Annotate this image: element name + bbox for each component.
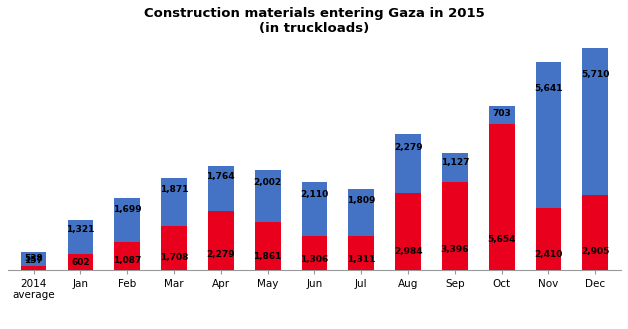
Bar [21,252,46,266]
Text: 1,809: 1,809 [347,196,376,205]
Bar [114,198,140,242]
Bar [67,254,93,270]
Text: 5,654: 5,654 [487,235,516,243]
Text: 2,110: 2,110 [300,190,328,199]
Text: 5,641: 5,641 [534,84,563,93]
Bar [442,182,468,270]
Bar [301,236,327,270]
Title: Construction materials entering Gaza in 2015
(in truckloads): Construction materials entering Gaza in … [144,7,485,35]
Bar [255,222,281,270]
Text: 703: 703 [492,109,511,118]
Bar [301,182,327,236]
Bar [208,211,234,270]
Text: 2,279: 2,279 [394,143,423,152]
Bar [395,134,421,193]
Bar [349,190,374,236]
Text: 3,396: 3,396 [441,245,469,254]
Text: 1,127: 1,127 [441,158,469,166]
Text: 1,871: 1,871 [160,185,188,194]
Text: 1,699: 1,699 [113,205,141,214]
Bar [442,153,468,182]
Text: 1,764: 1,764 [207,172,235,181]
Bar [582,195,608,270]
Text: 2,984: 2,984 [394,247,423,256]
Text: 602: 602 [71,258,90,267]
Bar [21,266,46,270]
Bar [395,193,421,270]
Bar [208,165,234,211]
Text: 2,279: 2,279 [207,250,235,259]
Text: 1,311: 1,311 [347,255,376,264]
Text: 1,861: 1,861 [254,252,282,261]
Text: 2,410: 2,410 [534,250,563,259]
Text: 5,710: 5,710 [581,70,610,79]
Text: 2,905: 2,905 [581,247,610,256]
Bar [67,220,93,254]
Text: 1,708: 1,708 [160,253,188,262]
Text: 2,002: 2,002 [254,178,282,187]
Bar [582,48,608,195]
Text: 1,306: 1,306 [300,255,328,264]
Bar [489,124,514,270]
Text: 538: 538 [24,254,43,263]
Text: 1,321: 1,321 [66,225,95,234]
Text: 1,087: 1,087 [113,256,141,265]
Bar [536,208,561,270]
Bar [489,106,514,124]
Bar [255,170,281,222]
Bar [161,178,187,226]
Bar [349,236,374,270]
Bar [536,63,561,208]
Text: 157: 157 [24,256,43,265]
Bar [161,226,187,270]
Bar [114,242,140,270]
